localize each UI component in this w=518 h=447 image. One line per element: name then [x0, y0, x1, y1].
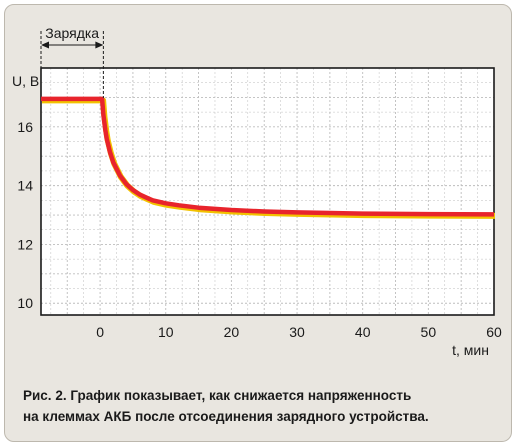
annotation-arrow-left: [41, 41, 49, 49]
series-layer: [41, 96, 496, 219]
x-tick-label: 60: [486, 324, 502, 340]
annotation-label: Зарядка: [45, 25, 99, 41]
series-line: [41, 96, 495, 217]
x-tick-label: 30: [289, 324, 305, 340]
charging-annotation: Зарядка: [40, 25, 104, 98]
y-tick-label: 12: [17, 236, 33, 252]
x-tick-label: 10: [158, 324, 174, 340]
tick-labels: 0 10 20 30 40 50 60 10 12 14 16: [17, 119, 502, 340]
x-tick-label: 0: [96, 324, 104, 340]
x-tick-label: 40: [355, 324, 371, 340]
y-tick-label: 16: [17, 119, 33, 135]
x-tick-label: 50: [421, 324, 437, 340]
caption-line-2: на клеммах АКБ после отсоединения зарядн…: [23, 409, 429, 424]
plot-area: [41, 68, 494, 315]
x-axis-label: t, мин: [452, 342, 489, 358]
caption-line-1: Рис. 2. График показывает, как снижается…: [23, 388, 412, 403]
y-tick-label: 10: [17, 295, 33, 311]
plot-frame: [40, 67, 495, 316]
annotation-arrow-right: [95, 41, 104, 49]
figure-caption: Рис. 2. График показывает, как снижается…: [23, 385, 503, 427]
y-tick-label: 14: [17, 178, 33, 194]
x-tick-label: 20: [224, 324, 240, 340]
figure-card: 0 10 20 30 40 50 60 10 12 14 16 Зарядка U, В t, ми…: [4, 4, 512, 442]
y-axis-label: U, В: [12, 73, 39, 89]
voltage-chart: 0 10 20 30 40 50 60 10 12 14 16 Зарядка U, В t, ми…: [12, 25, 502, 358]
grid-lines: [41, 68, 495, 315]
